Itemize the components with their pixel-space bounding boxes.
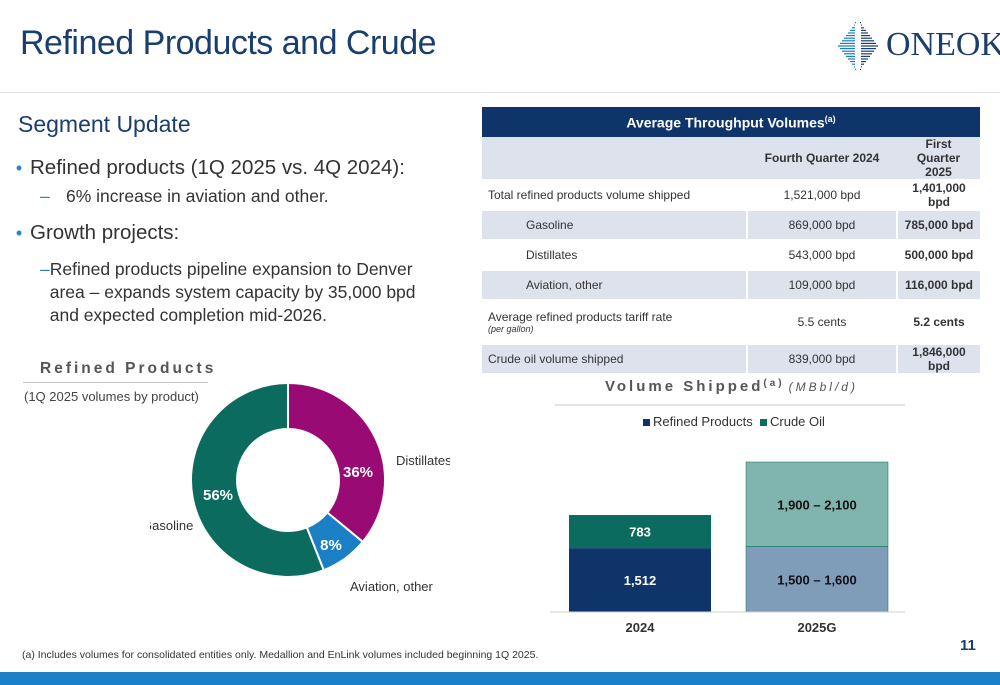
throughput-table: Average Throughput Volumes(a) Fourth Qua… bbox=[482, 107, 980, 373]
row-q1: 5.2 cents bbox=[896, 299, 980, 344]
bar-value-label: 783 bbox=[629, 525, 651, 540]
oneok-logo-icon bbox=[838, 21, 878, 71]
row-label: Total refined products volume shipped bbox=[482, 179, 747, 210]
logo-text: ONEOK bbox=[886, 26, 1000, 63]
col-header-q4: Fourth Quarter 2024 bbox=[747, 137, 897, 180]
x-tick-label: 2025G bbox=[797, 620, 836, 635]
row-label: Crude oil volume shipped bbox=[482, 343, 747, 373]
pie-chart-subtitle: (1Q 2025 volumes by product) bbox=[24, 389, 199, 404]
volume-shipped-bar-chart: Volume Shipped(a) (MBbl/d) Refined Product… bbox=[550, 378, 905, 635]
row-note: (per gallon) bbox=[488, 324, 534, 334]
bar-value-label: 1,500 – 1,600 bbox=[777, 572, 857, 587]
page-title: Refined Products and Crude bbox=[20, 24, 437, 62]
donut-pct-label: 56% bbox=[203, 487, 233, 504]
bar-chart-title: Volume Shipped(a) (MBbl/d) bbox=[605, 378, 858, 395]
bullet-list: • Refined products (1Q 2025 vs. 4Q 2024):… bbox=[8, 155, 458, 327]
legend-swatch bbox=[760, 419, 767, 426]
sub-bullet-text: 6% increase in aviation and other. bbox=[66, 186, 329, 206]
row-q1: 785,000 bpd bbox=[896, 209, 980, 240]
table-row: Distillates 543,000 bpd 500,000 bpd bbox=[482, 239, 980, 270]
donut-slice-distillates bbox=[287, 381, 386, 544]
row-q4: 869,000 bpd bbox=[746, 209, 897, 240]
bar-value-label: 1,900 – 2,100 bbox=[777, 497, 857, 512]
table-row: Crude oil volume shipped 839,000 bpd 1,8… bbox=[482, 343, 980, 373]
bullet-text: Refined products (1Q 2025 vs. 4Q 2024): bbox=[30, 156, 405, 179]
legend-label: Crude Oil bbox=[770, 414, 825, 429]
donut-slice-gasoline bbox=[190, 381, 326, 578]
donut-pct-label: 36% bbox=[343, 464, 373, 481]
donut-category-label: Distillates bbox=[396, 453, 450, 468]
row-q1: 1,846,000 bpd bbox=[896, 343, 980, 373]
row-q4: 109,000 bpd bbox=[746, 269, 897, 300]
donut-category-label: Gasoline bbox=[150, 518, 193, 533]
bar-segment bbox=[745, 461, 889, 547]
table-row: Aviation, other 109,000 bpd 116,000 bpd bbox=[482, 269, 980, 300]
col-header-q1: First Quarter 2025 bbox=[897, 137, 980, 180]
row-label: Distillates bbox=[482, 239, 747, 270]
bar-segment bbox=[569, 548, 711, 612]
footnote: (a) Includes volumes for consolidated en… bbox=[22, 649, 539, 661]
page-number: 11 bbox=[960, 637, 976, 654]
table-row: Total refined products volume shipped 1,… bbox=[482, 179, 980, 210]
row-q4: 1,521,000 bpd bbox=[746, 179, 897, 210]
donut-category-label: Aviation, other bbox=[350, 579, 434, 594]
row-label: Aviation, other bbox=[482, 269, 747, 300]
bullet-item: • Refined products (1Q 2025 vs. 4Q 2024): bbox=[15, 156, 405, 179]
table-header-row: Fourth Quarter 2024 First Quarter 2025 bbox=[482, 137, 980, 180]
table-row: Average refined products tariff rate (per… bbox=[482, 299, 980, 344]
sub-bullet-item: –6% increase in aviation and other. bbox=[40, 186, 329, 206]
legend-swatch bbox=[643, 419, 650, 426]
row-label: Gasoline bbox=[482, 209, 747, 240]
bottom-bar bbox=[0, 672, 1000, 685]
refined-products-donut-chart: 36% 8% 56% Distillates Aviation, other Gasoli… bbox=[150, 381, 450, 594]
pie-title-rule bbox=[23, 382, 208, 383]
sub-bullet-item: – Refined products pipeline expansion to … bbox=[40, 258, 430, 327]
pie-chart-title: Refined Products bbox=[40, 360, 217, 377]
row-q4: 5.5 cents bbox=[746, 299, 897, 344]
bullet-item: • Growth projects: bbox=[15, 221, 180, 244]
row-q1: 116,000 bpd bbox=[896, 269, 980, 300]
legend-label: Refined Products bbox=[653, 414, 753, 429]
bar-segment bbox=[745, 546, 889, 613]
row-q1: 500,000 bpd bbox=[896, 239, 980, 270]
x-tick-label: 2024 bbox=[626, 620, 656, 635]
bullet-text: Growth projects: bbox=[30, 221, 180, 244]
table-title: Average Throughput Volumes(a) bbox=[482, 107, 980, 137]
donut-pct-label: 8% bbox=[320, 537, 342, 554]
row-label: Average refined products tariff rate (per… bbox=[482, 299, 747, 344]
sub-bullet-text: Refined products pipeline expansion to D… bbox=[49, 259, 416, 325]
segment-heading: Segment Update bbox=[18, 111, 191, 137]
table-row: Gasoline 869,000 bpd 785,000 bpd bbox=[482, 209, 980, 240]
bar-segment bbox=[569, 515, 711, 549]
row-q1: 1,401,000 bpd bbox=[896, 179, 980, 210]
header-divider bbox=[0, 92, 1000, 93]
row-q4: 543,000 bpd bbox=[746, 239, 897, 270]
bar-value-label: 1,512 bbox=[624, 573, 657, 588]
row-q4: 839,000 bpd bbox=[746, 343, 897, 373]
